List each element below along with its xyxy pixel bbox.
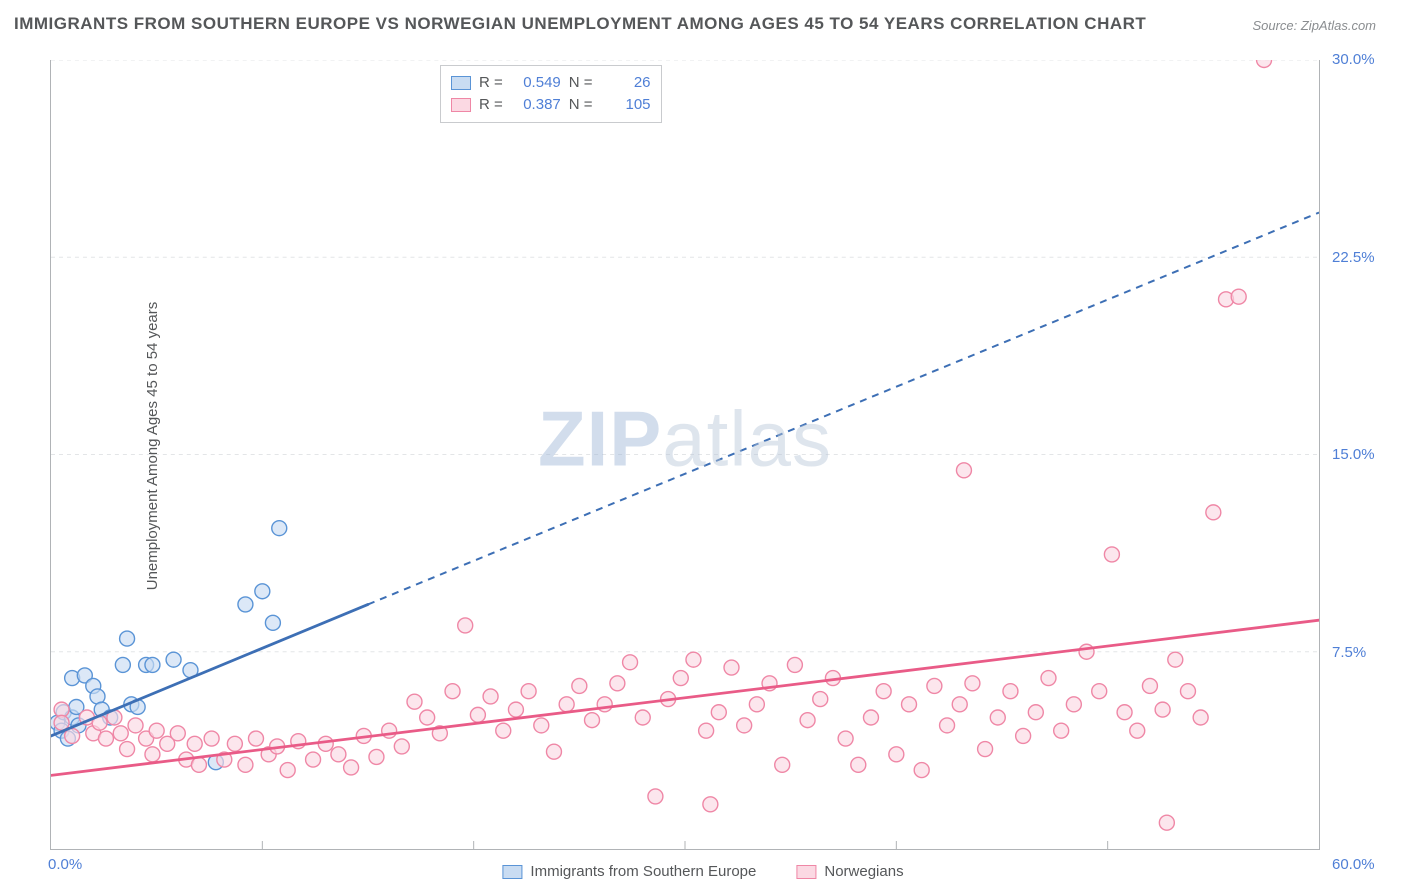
r-value-0: 0.549 xyxy=(511,72,561,94)
r-value-1: 0.387 xyxy=(511,94,561,116)
y-tick-label: 30.0% xyxy=(1332,51,1375,68)
n-label: N = xyxy=(569,72,593,94)
swatch-series-0 xyxy=(451,76,471,90)
series-legend: Immigrants from Southern Europe Norwegia… xyxy=(502,863,903,880)
n-value-1: 105 xyxy=(601,94,651,116)
legend-row-series-1: R = 0.387 N = 105 xyxy=(451,94,651,116)
swatch-series-1 xyxy=(451,98,471,112)
swatch-icon xyxy=(502,865,522,879)
legend-item-1: Norwegians xyxy=(796,863,903,880)
plot-area: ZIPatlas xyxy=(50,60,1320,850)
legend-label-0: Immigrants from Southern Europe xyxy=(530,863,756,880)
scatter-plot-svg xyxy=(51,60,1319,849)
r-label: R = xyxy=(479,72,503,94)
legend-item-0: Immigrants from Southern Europe xyxy=(502,863,756,880)
chart-title: IMMIGRANTS FROM SOUTHERN EUROPE VS NORWE… xyxy=(14,14,1146,34)
n-value-0: 26 xyxy=(601,72,651,94)
y-tick-label: 22.5% xyxy=(1332,249,1375,266)
swatch-icon xyxy=(796,865,816,879)
y-tick-label: 7.5% xyxy=(1332,644,1366,661)
n-label: N = xyxy=(569,94,593,116)
x-min-label: 0.0% xyxy=(48,856,82,873)
y-tick-label: 15.0% xyxy=(1332,446,1375,463)
r-label: R = xyxy=(479,94,503,116)
correlation-legend: R = 0.549 N = 26 R = 0.387 N = 105 xyxy=(440,65,662,123)
x-max-label: 60.0% xyxy=(1332,856,1375,873)
legend-label-1: Norwegians xyxy=(824,863,903,880)
legend-row-series-0: R = 0.549 N = 26 xyxy=(451,72,651,94)
source-citation: Source: ZipAtlas.com xyxy=(1252,18,1376,33)
